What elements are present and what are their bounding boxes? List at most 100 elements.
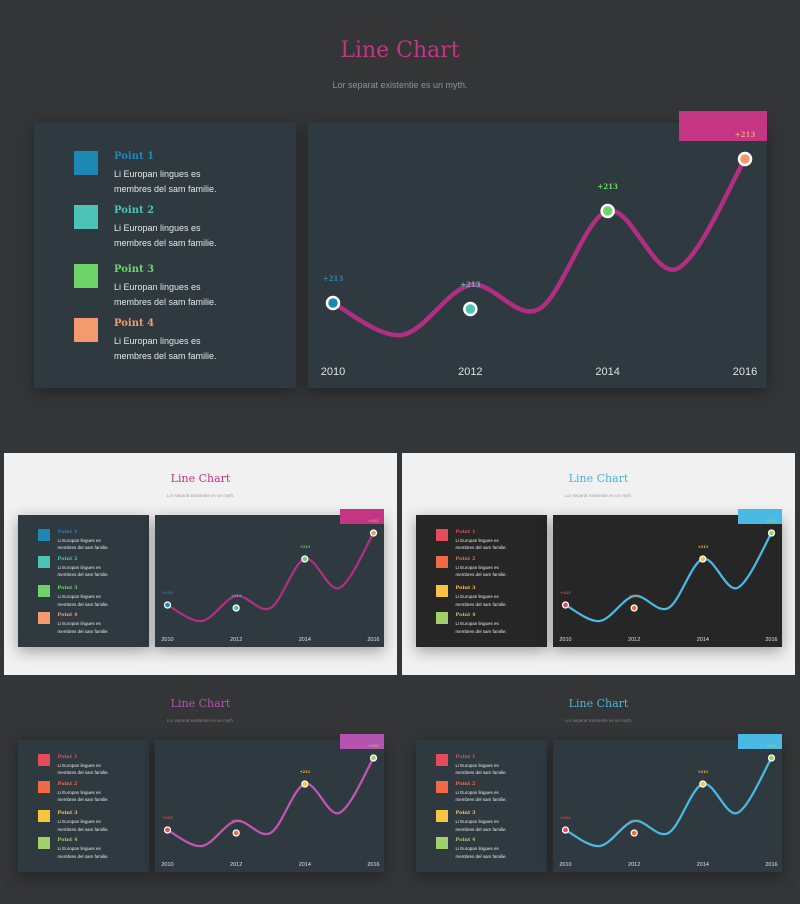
- data-label: +213: [697, 770, 708, 774]
- data-point: [561, 825, 569, 834]
- legend-item-text: membres del sam familie.: [455, 853, 507, 859]
- line-chart-svg: +213 +213 +213 +213 2010 2012 2014 2016: [559, 519, 777, 643]
- legend-item-title: Point 3: [455, 810, 476, 816]
- legend-swatch: [435, 528, 448, 541]
- legend-panel: Point 1 Li Europan lingues es membres del …: [34, 123, 296, 388]
- x-tick-label: 2010: [559, 637, 571, 643]
- legend-item-title: Point 2: [57, 780, 78, 787]
- slide-subtitle: Lor separat existentie es un myth.: [332, 80, 468, 90]
- series-line: [165, 531, 375, 622]
- legend-panel: Point 1 Li Europan lingues es membres del …: [415, 739, 547, 872]
- legend-item-text: membres del sam familie.: [57, 545, 109, 550]
- legend-item-title: Point 1: [455, 528, 476, 535]
- legend-panel: Point 1 Li Europan lingues es membres del …: [17, 514, 149, 647]
- accent-tab: [738, 508, 782, 524]
- x-tick-label: 2014: [696, 637, 708, 643]
- data-point: [737, 151, 753, 167]
- slide-title: Line Chart: [568, 472, 629, 485]
- data-label: +213: [629, 819, 640, 823]
- data-point: [698, 554, 706, 563]
- legend-swatch: [37, 555, 50, 568]
- legend-item-text: Li Europan lingues es: [57, 762, 101, 768]
- legend-item-title: Point 4: [455, 837, 476, 843]
- legend-item-text: Li Europan lingues es: [455, 621, 499, 626]
- legend-item-title: Point 4: [455, 612, 476, 618]
- data-label: +213: [766, 519, 777, 523]
- legend-panel: Point 1 Li Europan lingues es membres del …: [415, 514, 547, 647]
- series-line: [563, 531, 773, 622]
- data-point: [232, 603, 240, 612]
- data-label: +213: [299, 545, 310, 549]
- legend-swatch: [435, 753, 448, 766]
- legend-item-text: Li Europan lingues es: [455, 762, 499, 768]
- data-label: +213: [735, 130, 756, 139]
- legend-item: Point 4 Li Europan lingues es membres del …: [18, 837, 149, 862]
- slide-subtitle: Lor separat existentie es un myth.: [166, 493, 235, 498]
- data-label: +213: [162, 816, 173, 820]
- line-chart-svg: +213 +213 +213 +213 2010 2012 2014 2016: [321, 130, 757, 378]
- x-tick-label: 2010: [161, 637, 173, 643]
- legend-swatch: [37, 837, 50, 849]
- series-line: [165, 756, 375, 847]
- slide-subtitle: Lor separat existentie es un myth.: [564, 718, 633, 723]
- legend-item-text: Li Europan lingues es: [57, 621, 101, 626]
- data-label: +213: [560, 816, 571, 820]
- data-point: [600, 203, 615, 219]
- legend-item: Point 3 Li Europan lingues es membres del …: [18, 585, 149, 610]
- accent-tab: [340, 733, 384, 749]
- x-tick-label: 2016: [367, 637, 379, 643]
- legend-item-text: membres del sam familie.: [455, 545, 507, 550]
- data-point: [232, 828, 240, 837]
- legend-item: Point 4 Li Europan lingues es membres del …: [34, 318, 296, 368]
- legend-item-text: Li Europan lingues es: [57, 564, 101, 570]
- x-tick-label: 2010: [321, 366, 345, 378]
- legend-item-text: membres del sam familie.: [114, 297, 217, 307]
- slide-title: Line Chart: [170, 472, 231, 485]
- legend-item: Point 1 Li Europan lingues es membres del …: [416, 753, 547, 779]
- legend-item-text: Li Europan lingues es: [57, 819, 101, 824]
- legend-item-text: membres del sam familie.: [57, 601, 109, 607]
- series-line: [563, 756, 773, 847]
- legend-item: Point 4 Li Europan lingues es membres del …: [416, 612, 547, 637]
- legend-item-title: Point 1: [114, 151, 155, 162]
- legend-item-text: Li Europan lingues es: [114, 169, 201, 179]
- legend-item: Point 2 Li Europan lingues es membres del …: [18, 555, 149, 581]
- legend-item: Point 4 Li Europan lingues es membres del …: [18, 612, 149, 637]
- legend-item-text: Li Europan lingues es: [114, 223, 201, 233]
- slide-main: Line Chart Lor separat existentie es un m…: [0, 0, 800, 440]
- data-point: [463, 301, 478, 317]
- series-line: [330, 156, 748, 338]
- chart-panel: +213 +213 +213 +213 2010 2012 2014 2016: [552, 733, 782, 872]
- legend-item-text: membres del sam familie.: [455, 628, 507, 634]
- slide-dark-purple: Line Chart Lor separat existentie es un m…: [4, 678, 397, 900]
- legend-item: Point 1 Li Europan lingues es membres del …: [416, 528, 547, 554]
- legend-item-text: membres del sam familie.: [57, 797, 109, 802]
- legend-item-text: Li Europan lingues es: [455, 537, 499, 543]
- legend-swatch: [435, 810, 448, 822]
- legend-item-text: Li Europan lingues es: [455, 564, 499, 570]
- data-label: +213: [368, 744, 379, 748]
- slide-light-magenta: Line Chart Lor separat existentie es un m…: [4, 453, 397, 675]
- legend-item: Point 3 Li Europan lingues es membres del …: [416, 810, 547, 835]
- x-tick-label: 2012: [230, 637, 242, 643]
- legend-swatch: [37, 753, 50, 766]
- x-tick-label: 2016: [367, 862, 379, 868]
- slide-subtitle: Lor separat existentie es un myth.: [564, 493, 633, 498]
- legend-item-text: membres del sam familie.: [57, 826, 109, 832]
- legend-item-text: Li Europan lingues es: [57, 537, 101, 543]
- x-tick-label: 2012: [628, 862, 640, 868]
- slide-subtitle: Lor separat existentie es un myth.: [166, 718, 235, 723]
- chart-panel: +213 +213 +213 +213 2010 2012 2014 2016: [308, 111, 767, 388]
- x-tick-label: 2012: [230, 862, 242, 868]
- legend-item: Point 4 Li Europan lingues es membres del …: [416, 837, 547, 862]
- x-tick-label: 2014: [298, 637, 310, 643]
- legend-swatch: [435, 585, 448, 597]
- legend-item-title: Point 1: [57, 528, 78, 535]
- x-tick-label: 2016: [765, 637, 777, 643]
- data-label: +213: [597, 182, 618, 191]
- legend-item-title: Point 3: [57, 585, 78, 591]
- x-tick-label: 2014: [595, 366, 619, 378]
- legend-item-text: membres del sam familie.: [455, 572, 507, 577]
- legend-item-text: membres del sam familie.: [455, 797, 507, 802]
- legend-item-text: membres del sam familie.: [114, 184, 217, 194]
